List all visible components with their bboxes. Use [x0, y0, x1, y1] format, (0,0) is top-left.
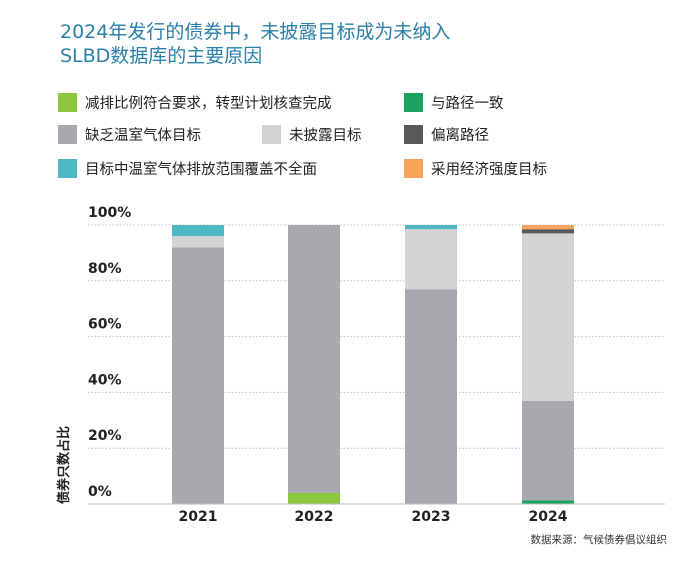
y-tick-label-4: 80% — [88, 261, 122, 277]
chart-title-line-2: SLBD数据库的主要原因 — [60, 45, 263, 67]
x-tick-label-2022: 2022 — [295, 509, 334, 525]
y-axis-label: 债券只数占比 — [56, 426, 72, 504]
legend-item-2: 与路径一致 — [404, 92, 504, 113]
legend-swatch-7 — [404, 159, 423, 178]
bar-segment-2024-7 — [522, 225, 574, 230]
legend-item-5: 偏离路径 — [404, 124, 489, 145]
bar-segment-2024-3 — [522, 400, 574, 501]
bar-segment-2021-6 — [172, 225, 224, 237]
x-tick-label-2021: 2021 — [179, 509, 218, 525]
x-tick-label-2023: 2023 — [412, 509, 451, 525]
legend-label-2: 与路径一致 — [431, 96, 504, 112]
legend-item-1: 减排比例符合要求，转型计划核查完成 — [58, 92, 332, 113]
bar-segment-2024-4 — [522, 233, 574, 401]
legend-swatch-5 — [404, 125, 423, 144]
bar-segment-2023-3 — [405, 289, 457, 504]
bar-segment-2023-6 — [405, 225, 457, 230]
bar-segment-2022-1 — [288, 492, 340, 504]
legend-item-4: 未披露目标 — [262, 124, 362, 145]
x-tick-label-2024: 2024 — [529, 509, 568, 525]
legend-swatch-3 — [58, 125, 77, 144]
legend-swatch-2 — [404, 93, 423, 112]
legend-swatch-6 — [58, 159, 77, 178]
legend-swatch-4 — [262, 125, 281, 144]
bar-segment-2021-3 — [172, 247, 224, 504]
legend-label-1: 减排比例符合要求，转型计划核查完成 — [85, 96, 332, 112]
bar-segment-2024-2 — [522, 500, 574, 504]
y-tick-label-1: 20% — [88, 428, 122, 444]
bar-segment-2023-4 — [405, 229, 457, 290]
legend-item-6: 目标中温室气体排放范围覆盖不全面 — [58, 158, 317, 179]
legend-label-6: 目标中温室气体排放范围覆盖不全面 — [85, 162, 317, 178]
legend-label-7: 采用经济强度目标 — [431, 162, 547, 178]
legend-item-3: 缺乏温室气体目标 — [58, 124, 201, 145]
bar-segment-2021-4 — [172, 236, 224, 248]
legend-item-7: 采用经济强度目标 — [404, 158, 547, 179]
y-tick-label-3: 60% — [88, 317, 122, 333]
legend-label-3: 缺乏温室气体目标 — [85, 128, 201, 144]
y-tick-label-5: 100% — [88, 205, 131, 221]
chart-title: 2024年发行的债券中，未披露目标成为未纳入 SLBD数据库的主要原因 — [60, 20, 660, 68]
chart-title-line-1: 2024年发行的债券中，未披露目标成为未纳入 — [60, 21, 451, 43]
y-tick-label-2: 40% — [88, 372, 122, 388]
bar-segment-2024-5 — [522, 229, 574, 234]
y-tick-label-0: 0% — [88, 484, 112, 500]
legend-swatch-1 — [58, 93, 77, 112]
bar-segment-2022-3 — [288, 225, 340, 493]
legend-label-4: 未披露目标 — [289, 128, 362, 144]
source-note: 数据来源：气候债券倡议组织 — [530, 534, 668, 546]
legend-label-5: 偏离路径 — [431, 128, 489, 144]
